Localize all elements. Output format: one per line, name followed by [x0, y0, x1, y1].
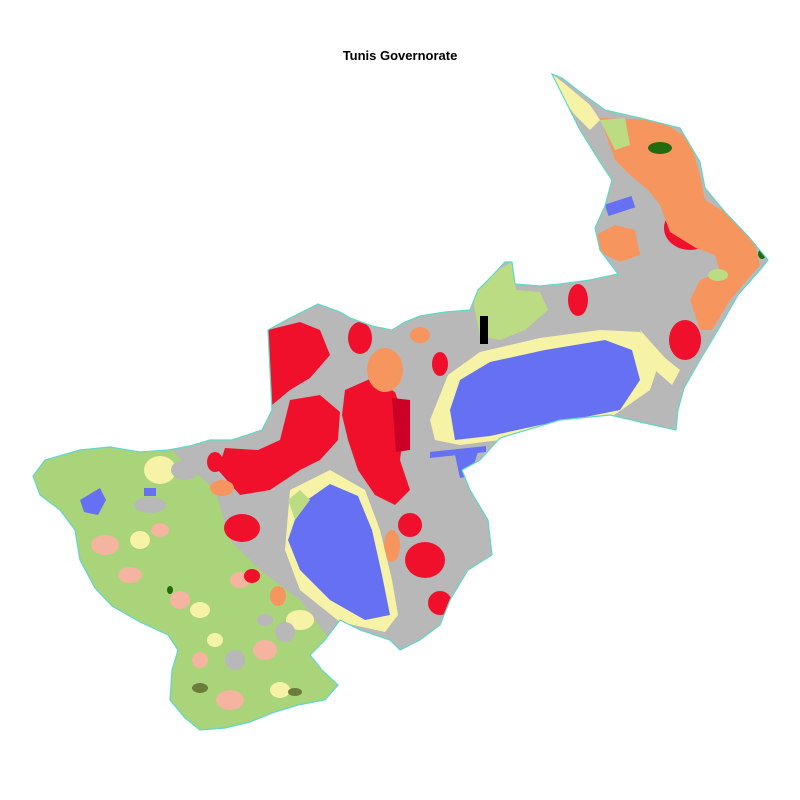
black-feature — [480, 316, 488, 344]
dense-urban-blob — [432, 352, 448, 376]
urban-patches-west — [134, 460, 295, 670]
map-title: Tunis Governorate — [342, 48, 458, 63]
canal-strip — [455, 452, 478, 478]
green-zone-north — [472, 262, 548, 340]
forest-patch-ne — [648, 142, 672, 154]
dense-urban-blob — [348, 322, 372, 354]
dense-urban-central-2 — [218, 395, 340, 495]
small-water-body-ne — [604, 195, 636, 217]
lake-sejoumi — [288, 484, 390, 620]
green-zone-ne — [600, 118, 630, 150]
pale-strip-east — [640, 330, 680, 385]
agricultural-zone-west — [33, 440, 360, 730]
dense-urban-blob — [224, 514, 260, 542]
pale-yellow-patches — [130, 456, 314, 698]
dense-urban-central — [268, 322, 330, 405]
small-water-body-west-2 — [144, 488, 156, 496]
dense-urban-blob — [244, 569, 260, 583]
dense-urban-dark — [392, 398, 410, 452]
dense-urban-blob — [405, 542, 445, 578]
lake-of-tunis — [450, 340, 640, 440]
causeway-canal — [430, 446, 486, 458]
dense-urban-blob-ne — [568, 284, 588, 316]
pale-strip-ne — [552, 74, 600, 130]
green-patch-ne — [708, 269, 728, 281]
small-water-body-west — [80, 488, 106, 515]
orange-patches-central — [210, 327, 430, 606]
land-cover-layers — [33, 74, 766, 730]
forest-patch — [288, 688, 302, 696]
shore-green — [288, 490, 310, 520]
dense-urban-blob — [398, 513, 422, 537]
forest-patch — [192, 683, 208, 693]
dense-urban-blob-ne — [669, 320, 701, 360]
forest-patch — [167, 586, 173, 594]
orange-zone-ne-2 — [596, 225, 640, 262]
dense-urban-blob — [207, 452, 223, 472]
forest-patch-ne — [758, 249, 766, 259]
